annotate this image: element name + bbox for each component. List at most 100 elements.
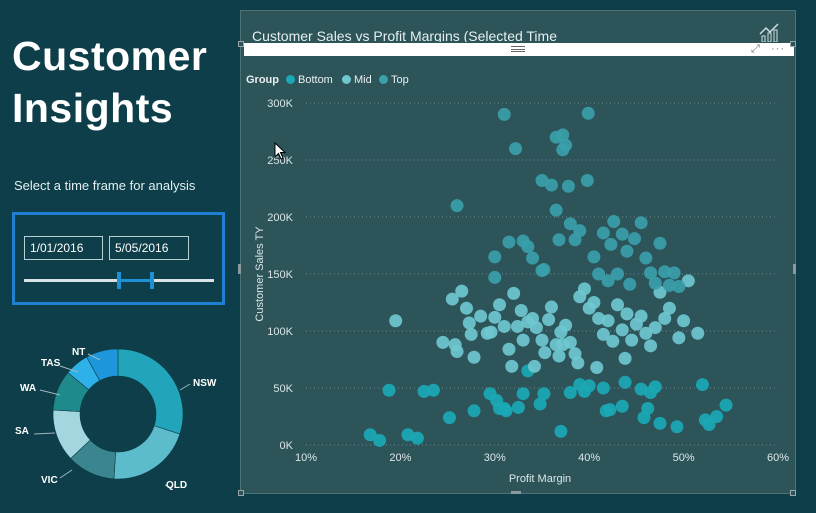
scatter-point-mid[interactable]	[493, 298, 507, 312]
scatter-point-top[interactable]	[662, 278, 676, 292]
scatter-point-mid[interactable]	[691, 326, 705, 340]
scatter-point-top[interactable]	[604, 237, 618, 251]
scatter-point-mid[interactable]	[544, 300, 558, 314]
scatter-point-mid[interactable]	[464, 327, 478, 341]
end-date-input[interactable]: 5/05/2016	[109, 236, 189, 260]
scatter-point-bottom[interactable]	[426, 383, 440, 397]
scatter-point-top[interactable]	[611, 267, 625, 281]
scatter-point-mid[interactable]	[484, 325, 498, 339]
scatter-point-bottom[interactable]	[467, 404, 481, 418]
legend-item-top[interactable]: Top	[379, 74, 409, 86]
scatter-point-bottom[interactable]	[373, 433, 387, 447]
scatter-point-top[interactable]	[628, 232, 642, 246]
resize-handle[interactable]	[790, 490, 796, 496]
scatter-point-mid[interactable]	[542, 313, 556, 327]
scatter-point-mid[interactable]	[514, 303, 528, 317]
resize-handle[interactable]	[790, 41, 796, 47]
scatter-point-top[interactable]	[596, 226, 610, 240]
scatter-point-bottom[interactable]	[410, 431, 424, 445]
scatter-point-top[interactable]	[581, 106, 595, 120]
scatter-point-top[interactable]	[552, 233, 566, 247]
scatter-point-mid[interactable]	[488, 310, 502, 324]
scatter-point-top[interactable]	[592, 267, 606, 281]
scatter-point-bottom[interactable]	[648, 380, 662, 394]
scatter-point-bottom[interactable]	[499, 404, 513, 418]
scatter-point-top[interactable]	[556, 128, 570, 142]
resize-handle[interactable]	[238, 490, 244, 496]
scatter-point-mid[interactable]	[672, 331, 686, 345]
resize-handle[interactable]	[238, 264, 241, 274]
resize-handle[interactable]	[238, 41, 244, 47]
scatter-point-mid[interactable]	[552, 349, 566, 363]
scatter-point-top[interactable]	[607, 215, 621, 229]
scatter-point-bottom[interactable]	[442, 411, 456, 425]
scatter-point-mid[interactable]	[450, 345, 464, 359]
start-date-input[interactable]: 1/01/2016	[24, 236, 103, 260]
scatter-point-top[interactable]	[667, 266, 681, 280]
scatter-point-top[interactable]	[450, 199, 464, 213]
scatter-point-top[interactable]	[672, 280, 686, 294]
scatter-point-top[interactable]	[509, 142, 523, 156]
scatter-point-mid[interactable]	[648, 321, 662, 335]
scatter-point-mid[interactable]	[462, 316, 476, 330]
scatter-point-mid[interactable]	[625, 333, 639, 347]
scatter-point-top[interactable]	[559, 138, 573, 152]
scatter-point-mid[interactable]	[559, 318, 573, 332]
legend-item-mid[interactable]: Mid	[342, 74, 372, 86]
analytics-chart-icon[interactable]	[758, 20, 780, 42]
scatter-point-top[interactable]	[587, 250, 601, 264]
scatter-point-mid[interactable]	[634, 309, 648, 323]
resize-handle[interactable]	[793, 264, 796, 274]
legend-item-bottom[interactable]: Bottom	[286, 74, 333, 86]
scatter-point-bottom[interactable]	[382, 383, 396, 397]
scatter-point-mid[interactable]	[538, 346, 552, 360]
scatter-point-top[interactable]	[639, 251, 653, 265]
scatter-point-mid[interactable]	[510, 319, 524, 333]
scatter-point-bottom[interactable]	[719, 398, 733, 412]
scatter-point-top[interactable]	[526, 251, 540, 265]
scatter-point-mid[interactable]	[606, 334, 620, 348]
scatter-point-mid[interactable]	[507, 286, 521, 300]
scatter-point-top[interactable]	[537, 262, 551, 276]
scatter-point-top[interactable]	[549, 203, 563, 217]
scatter-point-mid[interactable]	[587, 296, 601, 309]
scatter-point-mid[interactable]	[459, 301, 473, 315]
scatter-point-top[interactable]	[573, 224, 587, 238]
scatter-point-bottom[interactable]	[670, 420, 684, 434]
scatter-point-mid[interactable]	[527, 359, 541, 373]
scatter-point-mid[interactable]	[590, 360, 604, 374]
scatter-point-bottom[interactable]	[537, 387, 551, 401]
scatter-point-mid[interactable]	[505, 359, 519, 373]
scatter-point-mid[interactable]	[615, 323, 629, 337]
scatter-point-bottom[interactable]	[710, 410, 724, 423]
scatter-point-top[interactable]	[502, 235, 516, 249]
scatter-point-top[interactable]	[497, 107, 511, 121]
scatter-point-mid[interactable]	[601, 314, 615, 328]
scatter-point-bottom[interactable]	[596, 381, 610, 395]
scatter-point-bottom[interactable]	[618, 375, 632, 389]
scatter-point-mid[interactable]	[529, 321, 543, 335]
scatter-point-top[interactable]	[488, 270, 502, 284]
scatter-point-mid[interactable]	[516, 333, 530, 347]
scatter-point-mid[interactable]	[662, 301, 676, 315]
scatter-point-bottom[interactable]	[417, 384, 431, 398]
scatter-point-mid[interactable]	[389, 314, 403, 328]
scatter-point-mid[interactable]	[502, 342, 516, 356]
scatter-point-bottom[interactable]	[363, 428, 377, 442]
scatter-point-top[interactable]	[580, 174, 594, 188]
scatter-point-mid[interactable]	[620, 307, 634, 321]
scatter-point-top[interactable]	[561, 179, 575, 193]
scatter-point-bottom[interactable]	[516, 387, 530, 401]
scatter-point-bottom[interactable]	[603, 403, 617, 417]
scatter-point-bottom[interactable]	[554, 424, 568, 438]
scatter-point-bottom[interactable]	[615, 399, 629, 413]
scatter-point-mid[interactable]	[611, 298, 625, 312]
scatter-point-mid[interactable]	[677, 314, 691, 328]
scatter-point-mid[interactable]	[571, 356, 585, 370]
scatter-point-mid[interactable]	[474, 309, 488, 323]
scatter-point-top[interactable]	[521, 240, 535, 254]
scatter-point-top[interactable]	[488, 250, 502, 264]
scatter-point-mid[interactable]	[455, 284, 469, 298]
scatter-point-mid[interactable]	[563, 335, 577, 349]
